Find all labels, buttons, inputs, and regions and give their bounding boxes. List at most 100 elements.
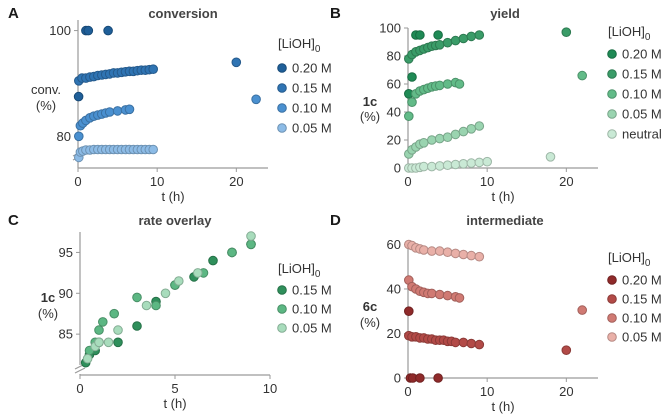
data-point: [561, 27, 572, 38]
legend-marker: [277, 285, 287, 295]
data-point: [442, 290, 453, 301]
data-point: [103, 25, 113, 36]
y-tick-label: 100: [49, 23, 71, 38]
data-point: [434, 161, 445, 171]
data-point: [482, 156, 493, 167]
y-tick-label: 95: [59, 245, 73, 260]
series-0-15-m: [404, 27, 572, 64]
data-point: [427, 288, 437, 299]
data-point: [458, 337, 469, 348]
y-tick-label: 40: [387, 105, 401, 120]
data-point: [466, 124, 477, 134]
data-point: [442, 160, 453, 170]
data-point: [434, 40, 445, 50]
data-point: [407, 97, 417, 107]
data-point: [450, 248, 461, 259]
legend-label: 0.10 M: [622, 87, 661, 102]
panel-title: rate overlay: [139, 213, 213, 228]
data-point: [454, 293, 465, 303]
legend-marker: [607, 275, 617, 285]
data-point: [466, 158, 477, 168]
data-point: [434, 133, 445, 144]
legend-title-text: [LiOH]: [608, 250, 645, 265]
series-0-20-m: [404, 306, 443, 383]
legend-marker: [607, 313, 617, 323]
y-tick-label: 0: [394, 371, 401, 386]
legend-title-text: [LiOH]: [608, 24, 645, 39]
legend-label: 0.10 M: [292, 101, 332, 116]
x-tick-label: 20: [559, 384, 573, 399]
data-point: [474, 157, 485, 168]
data-point: [174, 276, 184, 286]
legend-label: 0.05 M: [622, 107, 661, 122]
data-point: [577, 305, 588, 315]
y-axis-label: (%): [360, 109, 380, 124]
series-0-10-m: [404, 70, 588, 121]
data-point: [246, 231, 256, 241]
legend-marker: [277, 123, 287, 133]
series-0-05-m: [74, 144, 158, 163]
y-tick-label: 80: [387, 49, 401, 64]
data-point: [577, 70, 588, 81]
legend-title: [LiOH]0: [608, 250, 651, 269]
series-0-20-m: [404, 30, 443, 99]
legend-marker: [607, 49, 617, 59]
y-tick-label: 40: [387, 281, 401, 296]
x-tick-label: 5: [171, 381, 178, 396]
data-point: [141, 300, 152, 311]
legend-label: 0.15 M: [622, 292, 661, 307]
legend-title-subscript: 0: [645, 258, 651, 269]
legend-marker: [607, 109, 617, 119]
legend-title-text: [LiOH]: [278, 261, 315, 276]
y-axis-label: conv.: [31, 82, 61, 97]
series-0-10-m: [84, 239, 256, 356]
legend-marker: [277, 63, 287, 73]
data-point: [561, 345, 572, 356]
x-tick-label: 10: [480, 174, 494, 189]
legend-label: 0.15 M: [292, 81, 332, 96]
data-point: [109, 308, 119, 319]
legend-label: 0.10 M: [292, 302, 332, 317]
data-point: [450, 337, 461, 348]
series-0-20-m: [73, 25, 113, 102]
y-tick-label: 60: [387, 237, 401, 252]
data-point: [94, 337, 104, 348]
data-point: [113, 337, 123, 348]
data-point: [193, 268, 203, 278]
data-point: [454, 79, 465, 89]
data-point: [407, 72, 417, 82]
series-0-10-m: [404, 275, 588, 315]
legend-marker: [277, 304, 287, 314]
legend-label: 0.10 M: [622, 311, 661, 326]
panel-letter: C: [8, 212, 19, 229]
data-point: [450, 129, 461, 140]
legend-marker: [607, 69, 617, 79]
panel-letter: D: [330, 212, 341, 229]
y-axis-label: 1c: [41, 290, 55, 305]
data-point: [434, 289, 445, 300]
x-tick-label: 0: [74, 174, 81, 189]
panel-letter: A: [8, 5, 19, 22]
data-point: [415, 30, 425, 40]
legend-label: 0.05 M: [292, 121, 332, 136]
legend-title-subscript: 0: [315, 269, 321, 280]
panel-title: yield: [490, 6, 520, 21]
y-tick-label: 60: [387, 77, 401, 92]
data-point: [474, 30, 485, 40]
data-point: [458, 126, 469, 137]
data-point: [450, 35, 461, 46]
series-0-10-m: [74, 94, 261, 142]
x-axis-label: t (h): [491, 189, 514, 204]
y-tick-label: 20: [387, 133, 401, 148]
data-point: [83, 25, 94, 36]
x-tick-label: 20: [229, 174, 243, 189]
data-point: [404, 111, 414, 121]
y-tick-label: 85: [59, 327, 73, 342]
y-tick-label: 0: [394, 161, 401, 176]
data-point: [427, 246, 437, 256]
legend-label: neutral: [622, 127, 661, 142]
legend-title-subscript: 0: [645, 32, 651, 43]
data-point: [148, 64, 158, 74]
legend-label: 0.20 M: [292, 61, 332, 76]
legend-label: 0.15 M: [622, 67, 661, 82]
